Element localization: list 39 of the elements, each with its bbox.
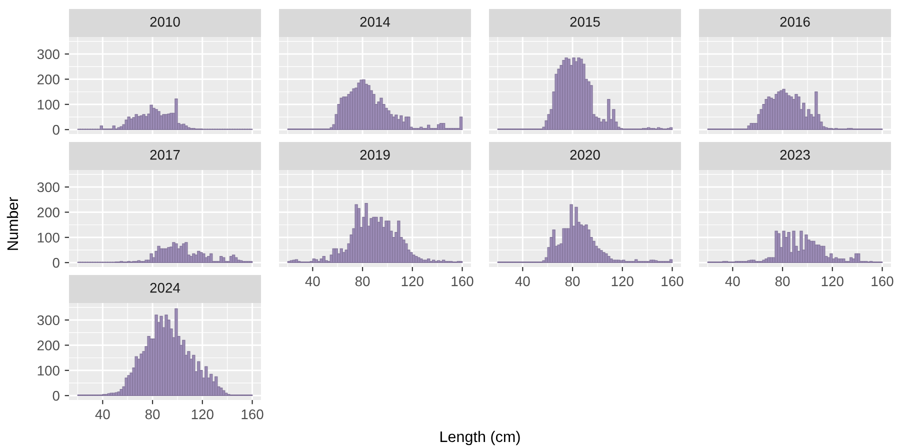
chart-title: 2019: [360, 150, 390, 160]
chart-title: 2016: [780, 16, 810, 27]
x-tick-label: 160: [872, 276, 894, 286]
chart-title: 2014: [360, 16, 390, 27]
x-axis-title: Length (cm): [440, 430, 520, 446]
x-tick-label: 40: [305, 276, 320, 286]
x-tick-label: 160: [452, 276, 474, 286]
chart-title: 2010: [150, 16, 180, 27]
x-tick-label: 40: [515, 276, 530, 286]
x-tick-label: 120: [402, 276, 424, 286]
y-tick-label: 100: [38, 366, 60, 376]
chart-title: 2024: [150, 282, 180, 293]
y-tick-label: 100: [38, 232, 60, 243]
y-axis-title: Number: [6, 197, 18, 250]
y-tick-label: 200: [38, 340, 60, 350]
x-tick-label: 120: [192, 409, 214, 420]
x-tick-label: 80: [145, 409, 160, 420]
y-tick-label: 0: [52, 258, 60, 268]
x-tick-label: 80: [775, 276, 790, 286]
chart-title: 2020: [570, 150, 600, 160]
x-tick-label: 40: [725, 276, 740, 286]
x-tick-label: 120: [822, 276, 844, 286]
chart-title: 2015: [570, 16, 600, 27]
y-tick-label: 200: [38, 208, 60, 218]
x-tick-label: 40: [95, 409, 110, 420]
x-tick-label: 120: [612, 276, 634, 286]
y-tick-label: 300: [37, 315, 60, 326]
x-tick-label: 80: [355, 276, 370, 286]
chart-title: 2023: [780, 150, 810, 160]
x-tick-label: 160: [242, 409, 264, 420]
x-tick-label: 80: [565, 276, 580, 286]
y-tick-label: 0: [52, 390, 60, 401]
y-tick-label: 100: [38, 100, 60, 110]
y-tick-label: 300: [37, 49, 60, 60]
y-tick-label: 200: [38, 74, 60, 84]
chart-title: 2017: [150, 150, 180, 160]
y-tick-label: 300: [37, 182, 60, 192]
y-tick-label: 0: [52, 124, 60, 135]
x-tick-label: 160: [662, 276, 684, 286]
